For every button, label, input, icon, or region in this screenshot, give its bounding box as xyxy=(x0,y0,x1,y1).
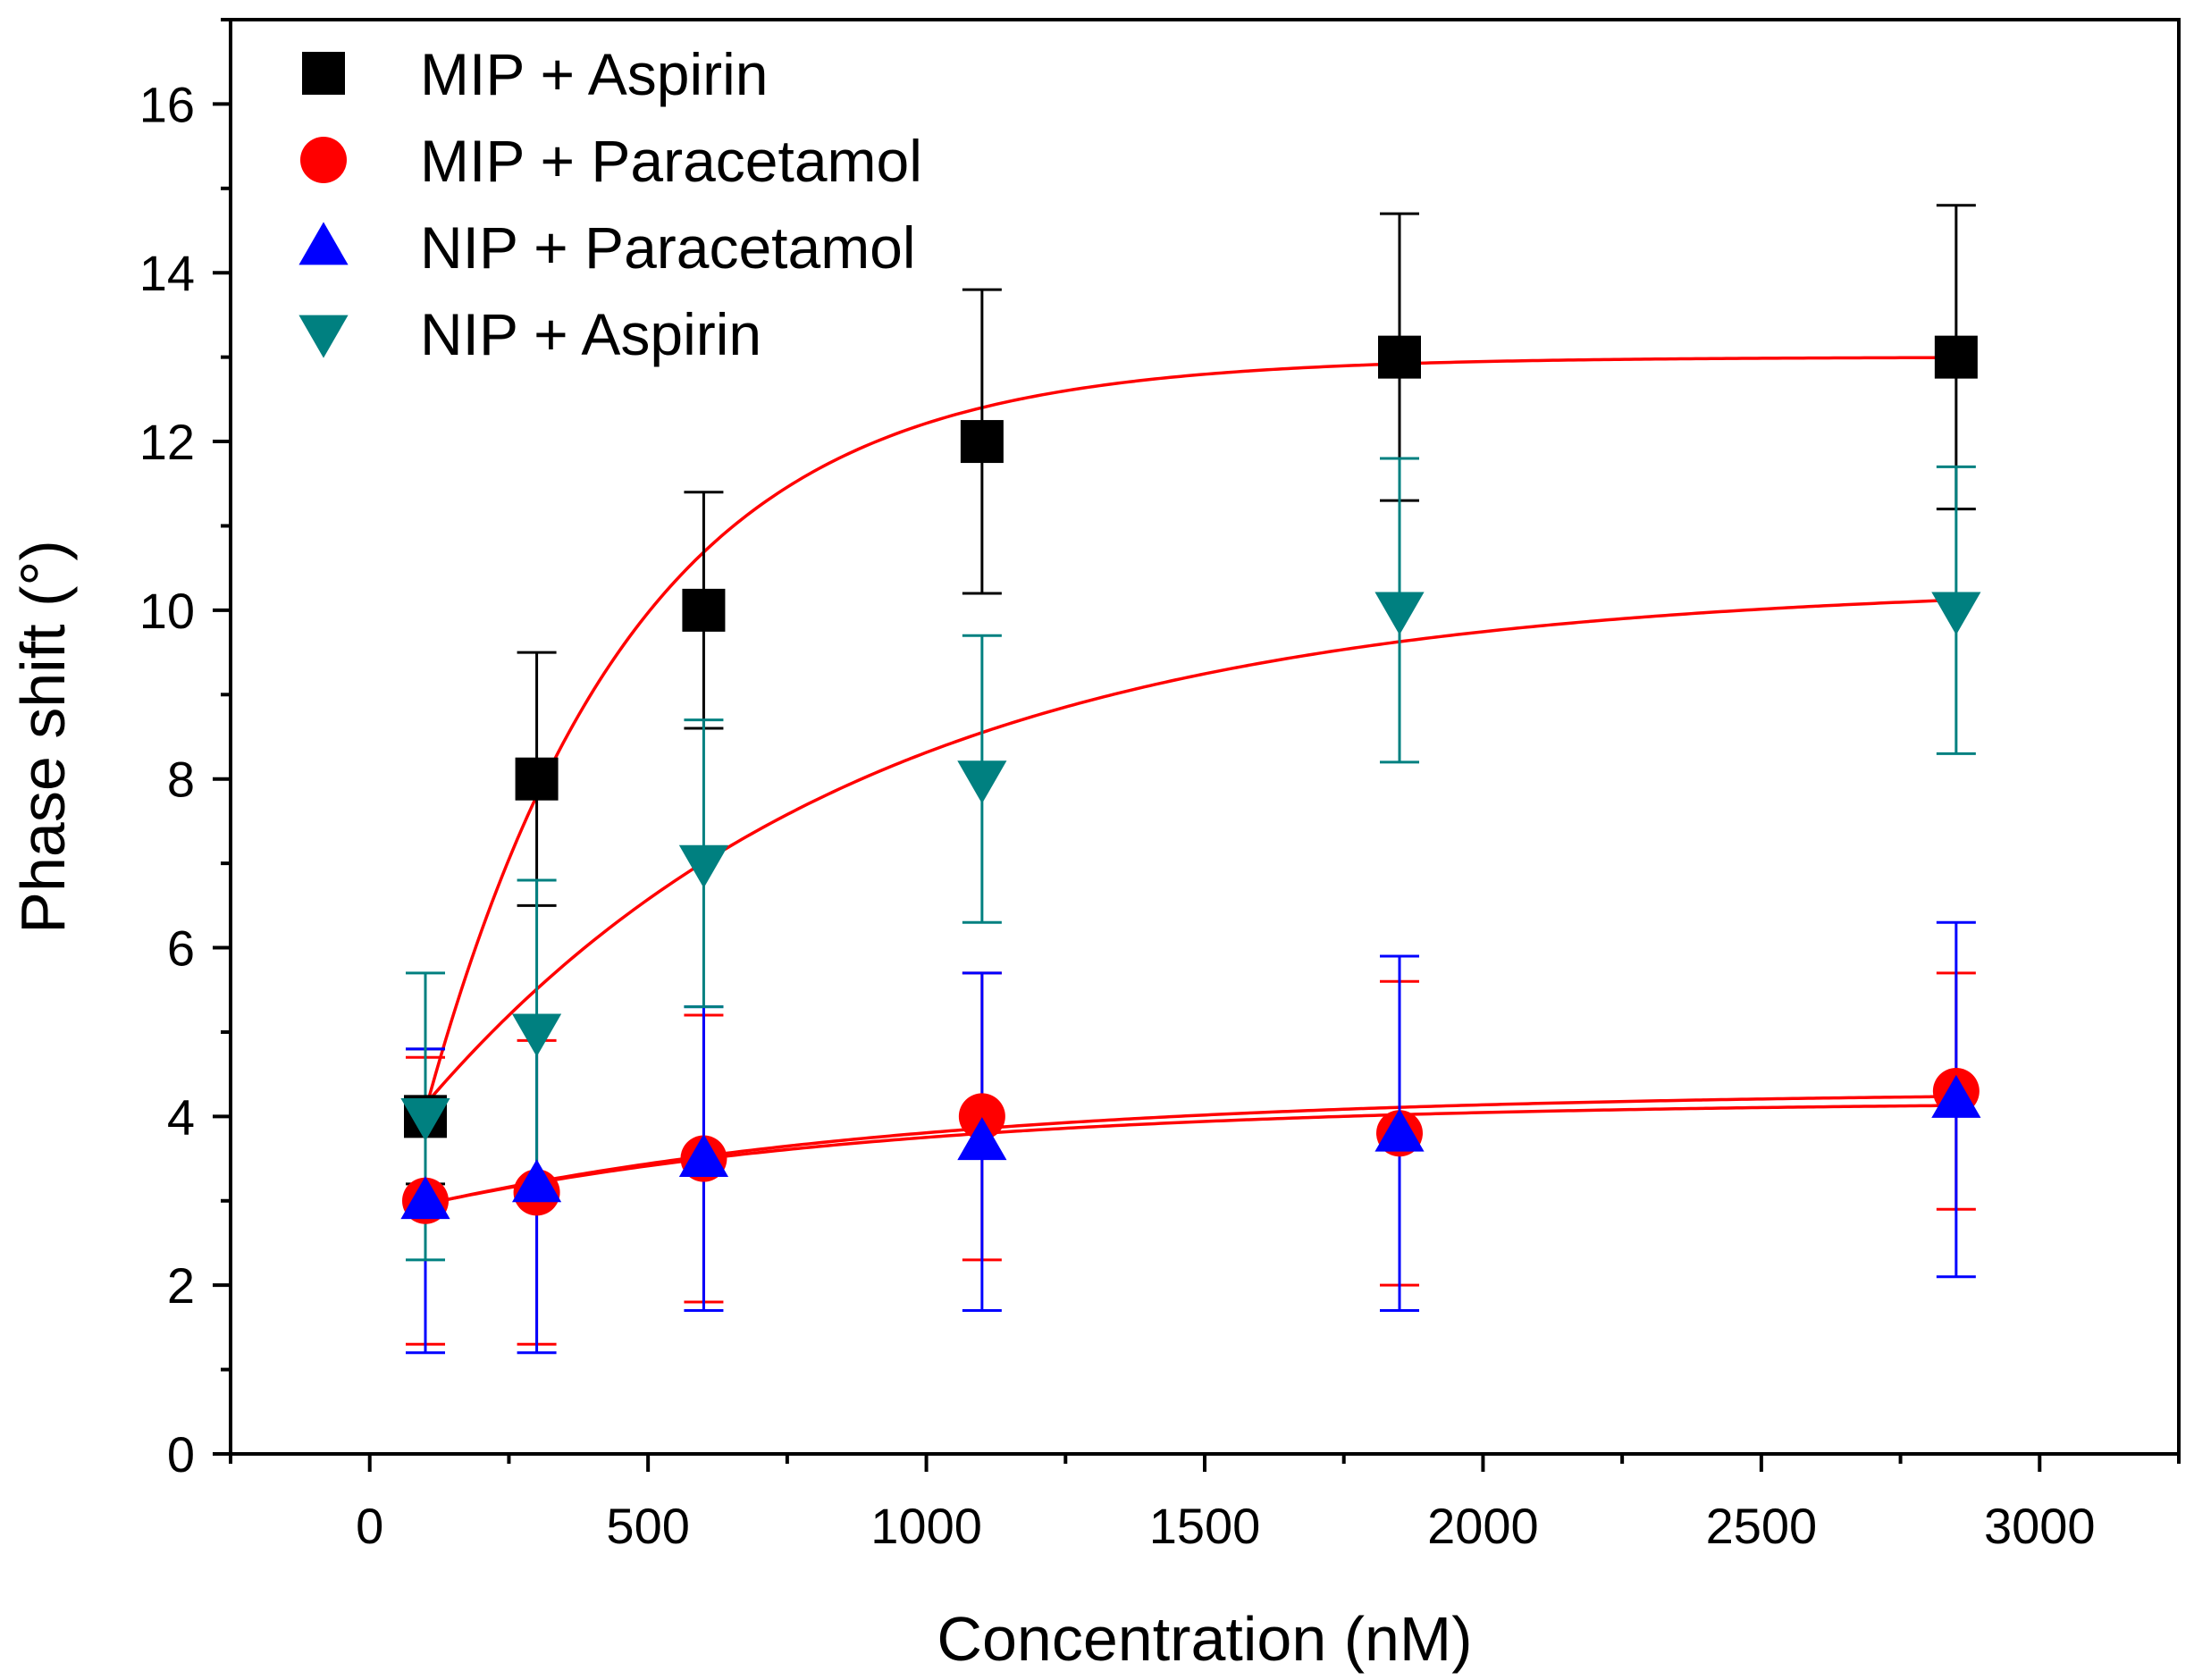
fit-curves xyxy=(424,356,1956,1206)
x-tick-label: 1000 xyxy=(870,1498,982,1554)
data-point xyxy=(957,1117,1007,1161)
data-point xyxy=(678,844,729,888)
y-tick-label: 6 xyxy=(167,920,195,977)
y-tick-label: 2 xyxy=(167,1257,195,1314)
y-tick-label: 4 xyxy=(167,1088,195,1145)
y-axis-title: Phase shift (°) xyxy=(8,540,78,933)
legend-label: NIP + Paracetamol xyxy=(420,214,916,281)
data-point xyxy=(682,588,726,632)
data-point xyxy=(957,760,1007,804)
tick-labels: 0 500 1000 1500 2000 2500 3000 0 2 4 6 8 10 12 14 16 xyxy=(139,76,2096,1554)
legend: MIP + Aspirin MIP + Paracetamol NIP + Para… xyxy=(298,41,922,367)
y-tick-label: 16 xyxy=(139,76,195,132)
y-tick-label: 0 xyxy=(167,1426,195,1483)
x-axis-title: Concentration (nM) xyxy=(937,1604,1472,1674)
y-tick-label: 12 xyxy=(139,414,195,470)
legend-marker xyxy=(298,222,349,265)
legend-label: NIP + Aspirin xyxy=(420,301,761,367)
legend-label: MIP + Paracetamol xyxy=(420,128,922,194)
data-point xyxy=(1374,1108,1425,1152)
data-point xyxy=(1931,592,1981,635)
x-tick-label: 3000 xyxy=(1984,1498,2096,1554)
data-point xyxy=(1374,592,1425,635)
data-point xyxy=(958,1093,1005,1140)
y-tick-label: 14 xyxy=(139,245,195,301)
axis-ticks xyxy=(213,18,2181,1472)
data-point xyxy=(511,1013,562,1057)
legend-marker xyxy=(300,137,347,183)
x-tick-label: 0 xyxy=(356,1498,383,1554)
x-tick-label: 2000 xyxy=(1427,1498,1539,1554)
data-point xyxy=(960,420,1004,464)
fit-curve xyxy=(425,1104,1956,1206)
data-point xyxy=(1931,1074,1981,1118)
legend-label: MIP + Aspirin xyxy=(420,41,768,107)
data-point xyxy=(678,1133,729,1177)
data-point xyxy=(400,1097,450,1141)
data-point xyxy=(400,1176,450,1220)
data-point xyxy=(515,757,559,801)
data-markers xyxy=(400,335,1981,1224)
data-point xyxy=(511,1159,562,1203)
data-point xyxy=(1378,335,1421,379)
error-bars xyxy=(406,204,1976,1355)
y-tick-label: 10 xyxy=(139,583,195,639)
y-tick-label: 8 xyxy=(167,752,195,808)
data-point xyxy=(1934,335,1978,379)
fit-curve xyxy=(424,356,1956,1112)
fit-curve xyxy=(424,598,1956,1106)
fit-curve xyxy=(425,1095,1956,1206)
x-tick-label: 2500 xyxy=(1706,1498,1818,1554)
x-tick-label: 500 xyxy=(606,1498,689,1554)
legend-marker xyxy=(302,52,345,95)
legend-marker xyxy=(298,315,349,358)
x-tick-label: 1500 xyxy=(1149,1498,1261,1554)
